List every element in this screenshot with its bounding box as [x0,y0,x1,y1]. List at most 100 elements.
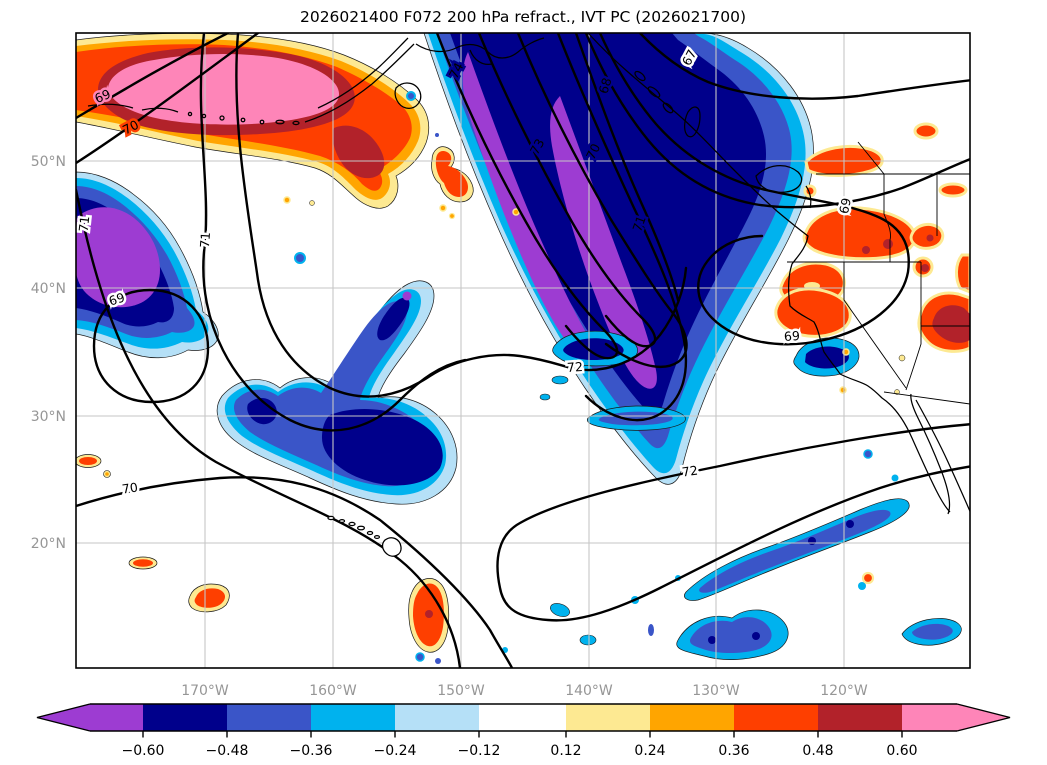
x-tick-label: 130°W [692,683,740,699]
coast-aleutians [141,107,179,113]
cold-lens-mid-royal [598,411,673,426]
warm-speck-core [79,457,97,465]
colorbar-arrows [37,704,1010,731]
contour-label-71: 71 [76,215,93,232]
colorbar-tick-label: −0.60 [122,743,165,759]
colorbar-tick-label: 0.24 [634,743,665,759]
warm-speck [283,196,291,204]
colorbar-tick-label: −0.24 [374,743,417,759]
contour-69-ridge [598,33,910,346]
political-borders [787,141,970,405]
coast-vancouver-island [755,165,803,194]
colorbar-band [227,704,311,731]
colorbar-band [479,704,566,731]
colorbar-band [143,704,227,731]
warm-speck [861,571,875,585]
colorbar-tick-labels: −0.60 −0.48 −0.36 −0.24 −0.12 0.12 0.24 0.36 0.4… [122,743,918,759]
cold-speck [294,252,306,264]
cold-band-purple-streak-1 [462,52,593,356]
contour-68-band [584,33,970,209]
contour-74-band [435,33,619,360]
coast-aleutians [87,103,134,109]
cold-arm-navy-spur [377,297,410,341]
warm-speck-core [133,559,153,567]
colorbar-outline [90,703,957,732]
coast-haida-gwaii [684,106,701,138]
y-tick-label: 30°N [31,409,66,425]
y-axis-labels: 50°N 40°N 30°N 20°N [31,154,66,552]
coastlines [87,33,970,557]
coast-island [647,86,661,98]
cold-speck [551,375,569,385]
cold-chain-1-royal [699,509,891,593]
warm-speck [309,200,315,206]
cold-chain-3-royal [912,623,953,640]
cold-speck [579,634,597,646]
colorbar-band [902,704,957,731]
y-tick-label: 50°N [31,154,66,170]
contour-67-coast [638,33,970,100]
warm-us-blob [938,182,968,198]
colorbar-tick-label: 0.48 [802,743,833,759]
border-us-mexico [883,391,970,405]
coast-puget-sound [805,185,812,209]
border-california-nevada [843,262,907,389]
coast-gulf-of-alaska [415,37,545,59]
coast-island [662,102,674,114]
colorbar-bands [90,704,957,731]
warm-us-darkred [862,246,870,254]
cold-chain-dot [808,537,816,545]
cold-speck [406,91,416,101]
cold-blob-right-navy [805,346,849,369]
warm-speck [839,386,847,394]
map-frame [75,32,971,669]
contour-72-saddle [235,33,688,398]
cold-chain-dot [846,520,854,528]
cold-speck [435,658,441,664]
colorbar-band [90,704,143,731]
cold-speck [550,603,570,617]
warm-anomaly-darkred-patch [332,125,385,179]
cold-band-purple-streak-2 [550,96,657,389]
cold-speck [435,133,439,137]
colorbar-band [818,704,902,731]
contour-label-69: 69 [836,196,854,215]
y-tick-label: 40°N [31,281,66,297]
contour-label-71: 71 [197,231,213,248]
warm-anomaly-aleutians-pink-core [108,54,340,125]
contour-72-band [516,33,688,369]
border-idaho-montana [857,141,885,175]
coast-hawaii [327,515,402,557]
warm-speck [512,208,520,216]
warm-us-blob [909,222,945,250]
coast-cook-inlet [469,49,493,66]
colorbar-band [566,704,650,731]
colorbar-arrow-outline [36,703,1011,732]
warm-speck [898,354,906,362]
x-tick-label: 170°W [181,683,229,699]
contour-71-band [574,33,680,302]
warm-us-yellow-streak [804,282,820,290]
coast-alaska-peninsula [304,43,415,123]
contour-69-closed-low [92,288,210,404]
colorbar-tick-label: 0.60 [886,743,917,759]
contour-73-band [477,33,657,348]
graticule [76,33,970,668]
warm-us-darkred [926,234,934,242]
x-tick-label: 120°W [820,683,868,699]
contour-70-south [76,476,514,668]
refractive-index-contours [76,33,970,668]
contour-label-72: 72 [681,462,699,479]
coast-alaska-peninsula [317,37,409,109]
cold-speck [415,652,425,662]
coast-island [634,70,646,82]
cold-speck [863,449,873,459]
cold-speck [648,624,654,636]
colorbar-band [395,704,479,731]
cold-speck [891,474,899,482]
warm-speck [448,212,456,220]
colorbar-band [311,704,395,731]
chart-title: 2026021400 F072 200 hPa refract., IVT PC… [300,8,746,26]
